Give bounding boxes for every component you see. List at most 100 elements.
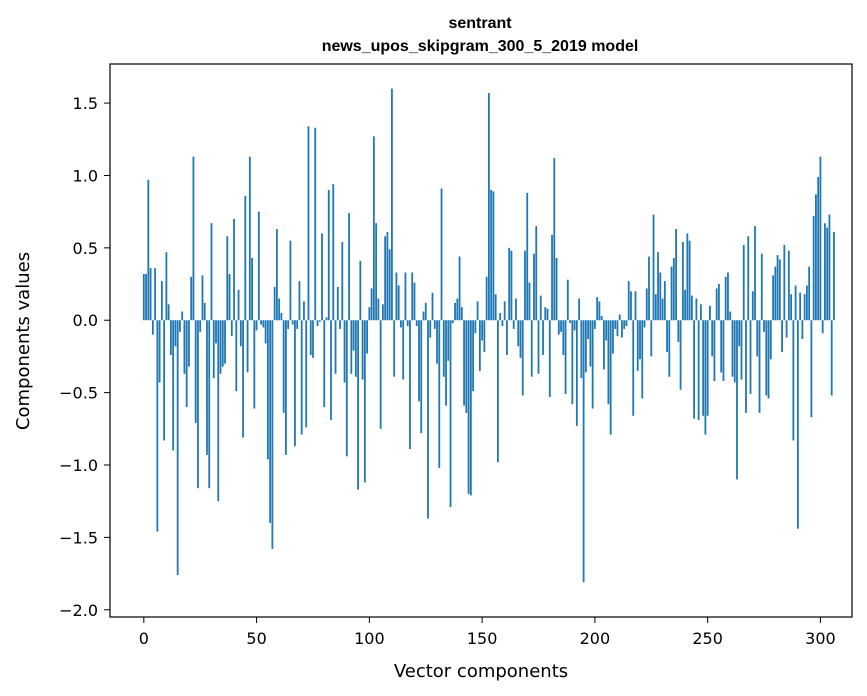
bar-153 [487, 92, 490, 321]
bar-52 [260, 320, 262, 325]
bar-44 [242, 320, 244, 438]
bar-108 [386, 231, 389, 321]
bar-77 [316, 320, 319, 327]
bar-203 [600, 315, 603, 321]
bar-5 [154, 268, 156, 321]
bar-202 [598, 301, 601, 321]
bar-238 [679, 320, 682, 390]
bar-127 [429, 320, 432, 338]
bar-65 [289, 240, 292, 321]
x-tick-label: 250 [692, 629, 723, 648]
bar-268 [747, 236, 750, 321]
chart-title: sentrant [448, 15, 512, 32]
bar-155 [492, 191, 495, 321]
bar-136 [449, 320, 452, 507]
bar-76 [314, 127, 317, 321]
bar-200 [593, 320, 596, 329]
bar-11 [167, 304, 170, 321]
bar-163 [510, 250, 513, 321]
bar-90 [345, 320, 348, 457]
bar-175 [537, 320, 540, 374]
bar-186 [562, 320, 565, 355]
bar-274 [760, 253, 763, 321]
bar-125 [424, 302, 427, 321]
bar-161 [506, 320, 508, 355]
plot-frame [109, 63, 853, 618]
bar-174 [535, 226, 538, 321]
bar-244 [693, 320, 696, 419]
bar-141 [460, 307, 463, 321]
bar-119 [411, 272, 414, 321]
bar-215 [627, 281, 630, 321]
x-tick-label: 50 [246, 629, 266, 648]
bar-113 [397, 285, 400, 321]
bar-112 [395, 272, 398, 321]
bar-280 [774, 266, 777, 321]
bar-289 [794, 285, 797, 321]
bar-164 [512, 320, 515, 329]
y-tick-label: 1.5 [73, 94, 98, 113]
bar-53 [262, 320, 265, 328]
bar-218 [634, 291, 637, 321]
bar-176 [539, 295, 542, 321]
bar-204 [603, 320, 605, 370]
bar-82 [327, 189, 330, 321]
bar-249 [704, 320, 707, 435]
bar-235 [672, 257, 675, 321]
bar-95 [357, 320, 359, 490]
bar-230 [661, 298, 664, 321]
bar-156 [494, 294, 497, 321]
bar-56 [269, 320, 272, 523]
bar-66 [291, 320, 294, 325]
bar-191 [573, 320, 576, 331]
bar-206 [607, 320, 610, 405]
bar-84 [332, 184, 335, 321]
bar-109 [388, 249, 391, 321]
bar-233 [668, 320, 671, 377]
bar-59 [275, 229, 278, 321]
bar-177 [542, 320, 544, 355]
bar-6 [156, 320, 159, 532]
bar-290 [796, 320, 799, 529]
bar-111 [393, 320, 396, 377]
bar-151 [483, 320, 486, 353]
bar-55 [266, 320, 269, 460]
bar-120 [413, 282, 416, 321]
bar-229 [659, 272, 662, 321]
bar-60 [278, 298, 281, 321]
x-tick-label: 200 [580, 629, 611, 648]
bar-159 [501, 320, 504, 327]
bar-29 [208, 320, 211, 489]
bar-73 [307, 126, 310, 321]
x-axis-label: Vector components [394, 661, 568, 682]
bar-251 [709, 305, 711, 321]
bar-18 [183, 320, 186, 374]
bar-2 [147, 179, 150, 321]
bar-145 [469, 320, 472, 496]
bar-32 [215, 320, 217, 344]
bar-209 [614, 320, 617, 329]
bar-283 [781, 320, 783, 353]
bar-157 [497, 320, 499, 463]
bar-239 [681, 242, 684, 321]
bar-165 [515, 298, 517, 321]
bar-276 [765, 320, 768, 396]
bar-97 [361, 320, 364, 380]
bar-69 [298, 281, 301, 321]
bar-106 [381, 304, 384, 321]
bar-100 [368, 307, 371, 321]
bar-25 [199, 320, 202, 332]
bar-256 [720, 320, 723, 373]
bar-64 [287, 320, 290, 329]
bar-179 [546, 308, 549, 321]
bar-101 [370, 288, 373, 321]
bar-281 [776, 255, 779, 321]
bar-265 [740, 320, 743, 380]
y-tick-label: 0.0 [73, 311, 98, 330]
bar-78 [318, 320, 321, 322]
x-tick-label: 0 [139, 629, 149, 648]
bar-222 [643, 320, 646, 328]
bar-93 [352, 320, 355, 351]
bar-267 [745, 320, 747, 413]
bar-51 [257, 211, 260, 321]
